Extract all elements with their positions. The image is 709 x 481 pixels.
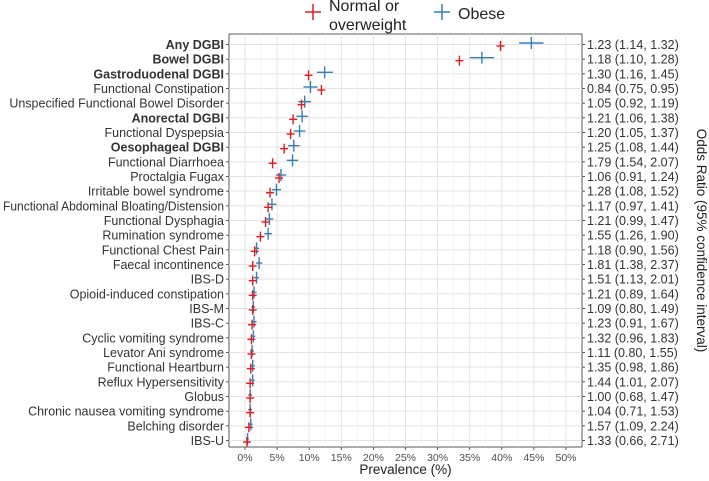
x-tick-label: 25% — [395, 452, 416, 464]
odds-ratio-label: 1.23 (0.91, 1.67) — [587, 317, 679, 331]
odds-ratio-label: 1.09 (0.80, 1.49) — [587, 302, 679, 316]
category-label: Gastroduodenal DGBI — [93, 67, 224, 81]
odds-ratio-label: 1.18 (0.90, 1.56) — [587, 243, 679, 257]
category-label: Opioid-induced constipation — [70, 287, 224, 301]
odds-ratio-label: 1.51 (1.13, 2.01) — [587, 273, 679, 287]
odds-ratio-labels: 1.23 (1.14, 1.32)1.18 (1.10, 1.28)1.30 (… — [582, 38, 679, 448]
odds-ratio-label: 1.17 (0.97, 1.41) — [587, 199, 679, 213]
odds-ratio-label: 1.30 (1.16, 1.45) — [587, 67, 679, 81]
odds-ratio-label: 1.32 (0.96, 1.83) — [587, 331, 679, 345]
category-label: IBS-M — [189, 302, 224, 316]
odds-ratio-label: 1.44 (1.01, 2.07) — [587, 375, 679, 389]
odds-ratio-label: 1.57 (1.09, 2.24) — [587, 419, 679, 433]
category-label: Oesophageal DGBI — [111, 141, 224, 155]
odds-ratio-label: 1.00 (0.68, 1.47) — [587, 390, 679, 404]
x-tick-label: 40% — [491, 452, 512, 464]
category-label: IBS-D — [191, 273, 224, 287]
odds-ratio-label: 1.25 (1.08, 1.44) — [587, 141, 679, 155]
x-tick-label: 50% — [555, 452, 576, 464]
x-tick-label: 15% — [331, 452, 352, 464]
category-label: Belching disorder — [127, 419, 224, 433]
odds-ratio-label: 1.06 (0.91, 1.24) — [587, 170, 679, 184]
odds-ratio-label: 1.05 (0.92, 1.19) — [587, 97, 679, 111]
category-label: Functional Dyspepsia — [104, 126, 224, 140]
x-tick-label: 35% — [459, 452, 480, 464]
legend: Normal or overweight Obese — [305, 0, 505, 34]
odds-ratio-label: 1.55 (1.26, 1.90) — [587, 229, 679, 243]
x-tick-label: 30% — [427, 452, 448, 464]
x-tick-label: 20% — [363, 452, 384, 464]
x-tick-label: 10% — [299, 452, 320, 464]
x-tick-label: 5% — [270, 452, 285, 464]
odds-ratio-label: 1.23 (1.14, 1.32) — [587, 38, 679, 52]
legend-normal: Normal or overweight — [305, 0, 407, 34]
category-label: Unspecified Functional Bowel Disorder — [9, 97, 224, 111]
odds-ratio-label: 1.18 (1.10, 1.28) — [587, 53, 679, 67]
odds-ratio-label: 1.11 (0.80, 1.55) — [587, 346, 678, 360]
x-axis-title: Prevalence (%) — [359, 462, 451, 477]
legend-obese: Obese — [434, 4, 505, 23]
odds-ratio-label: 1.35 (0.98, 1.86) — [587, 361, 679, 375]
odds-ratio-label: 1.79 (1.54, 2.07) — [587, 155, 679, 169]
category-label: Irritable bowel syndrome — [88, 185, 224, 199]
legend-normal-label-line1: Normal or — [329, 0, 400, 15]
category-label: IBS-U — [191, 434, 224, 448]
right-axis-title: Odds Ratio (95% confidence interval) — [694, 129, 709, 353]
legend-obese-label: Obese — [458, 6, 505, 23]
odds-ratio-label: 1.04 (0.71, 1.53) — [587, 405, 679, 419]
x-tick-label: 0% — [237, 452, 252, 464]
odds-ratio-label: 1.21 (1.06, 1.38) — [587, 111, 679, 125]
gridlines — [229, 34, 582, 447]
category-label: Functional Abdominal Bloating/Distension — [3, 199, 224, 213]
odds-ratio-label: 1.20 (1.05, 1.37) — [587, 126, 679, 140]
category-label: Bowel DGBI — [152, 53, 224, 67]
category-label: Faecal incontinence — [113, 258, 224, 272]
odds-ratio-label: 0.84 (0.75, 0.95) — [587, 82, 679, 96]
category-label: Levator Ani syndrome — [103, 346, 224, 360]
x-axis-ticks: 0% 5% 10% 15% 20% 25% 30% 35% 40% 45% 50% — [237, 447, 577, 464]
data-marks — [242, 37, 544, 447]
x-tick-label: 45% — [523, 452, 544, 464]
odds-ratio-label: 1.28 (1.08, 1.52) — [587, 185, 679, 199]
category-label: Functional Chest Pain — [102, 243, 224, 257]
legend-normal-label-line2: overweight — [329, 17, 407, 34]
odds-ratio-label: 1.81 (1.38, 2.37) — [587, 258, 679, 272]
category-label: Any DGBI — [166, 38, 224, 52]
category-label: Functional Constipation — [93, 82, 224, 96]
odds-ratio-label: 1.33 (0.66, 2.71) — [587, 434, 679, 448]
category-label: Reflux Hypersensitivity — [98, 375, 225, 389]
category-label: Functional Heartburn — [107, 361, 224, 375]
category-label: Cyclic vomiting syndrome — [82, 331, 224, 345]
category-label: Functional Dysphagia — [104, 214, 224, 228]
category-label: Proctalgia Fugax — [130, 170, 225, 184]
category-label: IBS-C — [191, 317, 224, 331]
odds-ratio-label: 1.21 (0.89, 1.64) — [587, 287, 679, 301]
category-label: Functional Diarrhoea — [108, 155, 224, 169]
odds-ratio-label: 1.21 (0.99, 1.47) — [587, 214, 679, 228]
category-label: Chronic nausea vomiting syndrome — [28, 405, 224, 419]
category-label: Rumination syndrome — [102, 229, 224, 243]
category-label: Anorectal DGBI — [132, 111, 224, 125]
category-label: Globus — [184, 390, 224, 404]
